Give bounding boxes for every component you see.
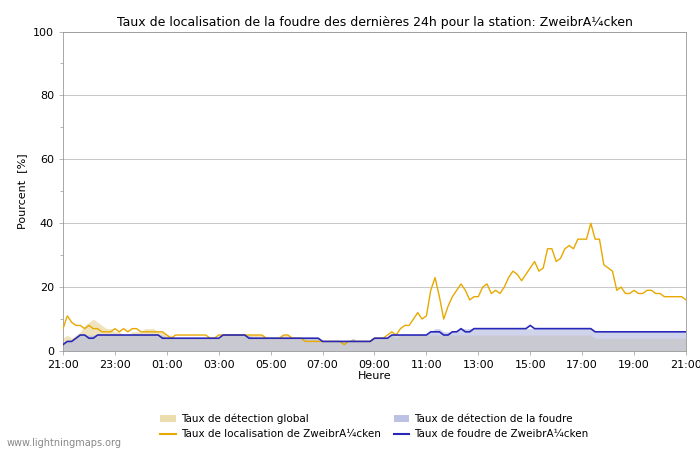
Y-axis label: Pourcent  [%]: Pourcent [%]	[18, 153, 27, 229]
Legend: Taux de détection global, Taux de localisation de ZweibrA¼cken, Taux de détectio: Taux de détection global, Taux de locali…	[160, 414, 589, 440]
Title: Taux de localisation de la foudre des dernières 24h pour la station: ZweibrA¼cke: Taux de localisation de la foudre des de…	[117, 16, 632, 29]
Text: www.lightningmaps.org: www.lightningmaps.org	[7, 438, 122, 448]
X-axis label: Heure: Heure	[358, 371, 391, 382]
